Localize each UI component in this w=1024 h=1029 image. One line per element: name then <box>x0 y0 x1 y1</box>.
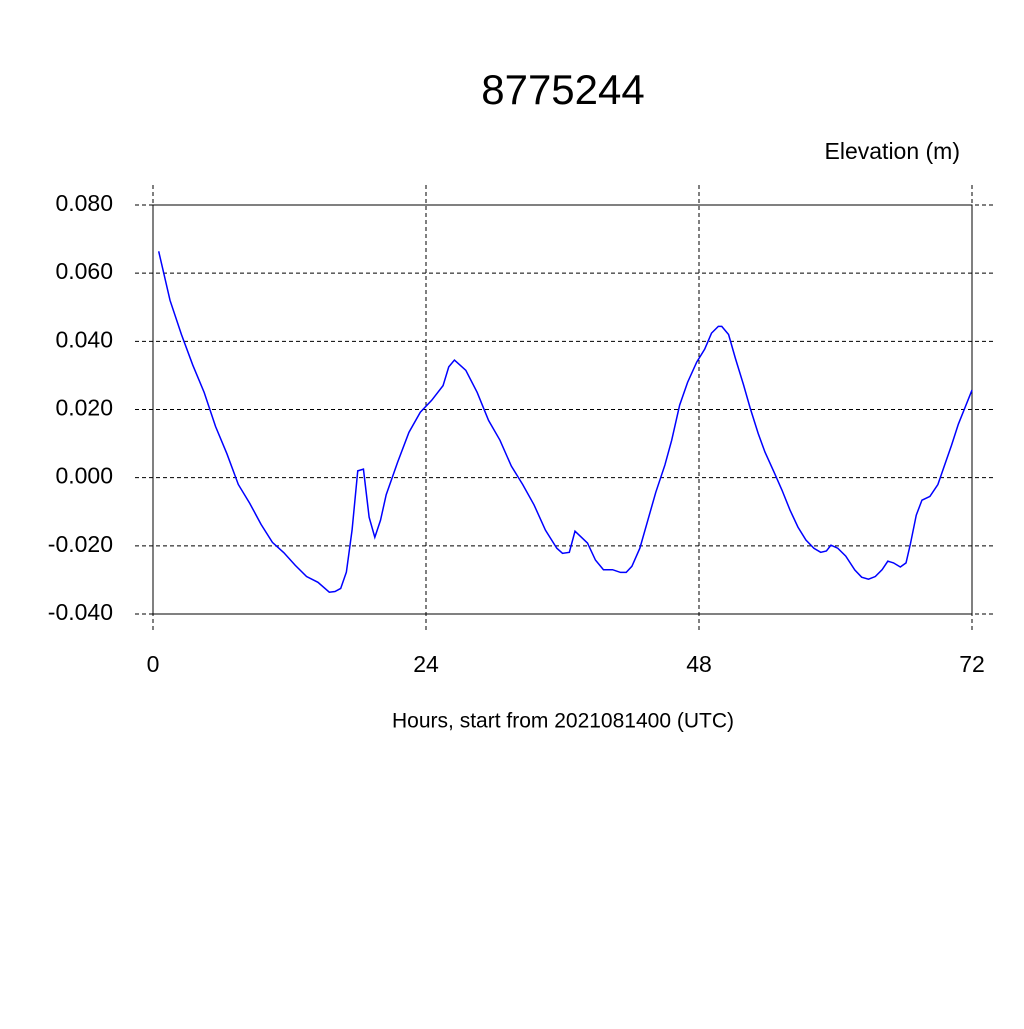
plot-frame <box>152 204 973 615</box>
y-tick-label: 0.000 <box>55 463 113 489</box>
y-tick-label: -0.020 <box>48 531 113 557</box>
y-tick-label: 0.060 <box>55 258 113 284</box>
data-line <box>157 251 973 593</box>
x-tick-label: 72 <box>959 651 985 677</box>
x-tick-label: 0 <box>147 651 160 677</box>
y-tick-label: -0.040 <box>48 599 113 625</box>
x-tick-label: 24 <box>413 651 439 677</box>
x-tick-label: 48 <box>686 651 712 677</box>
y-tick-label: 0.040 <box>55 326 113 352</box>
x-axis-label: Hours, start from 2021081400 (UTC) <box>392 710 734 733</box>
chart-title: 8775244 <box>481 66 645 113</box>
chart-subtitle: Elevation (m) <box>825 138 960 164</box>
y-tick-label: 0.080 <box>55 190 113 216</box>
y-tick-label: 0.020 <box>55 395 113 421</box>
